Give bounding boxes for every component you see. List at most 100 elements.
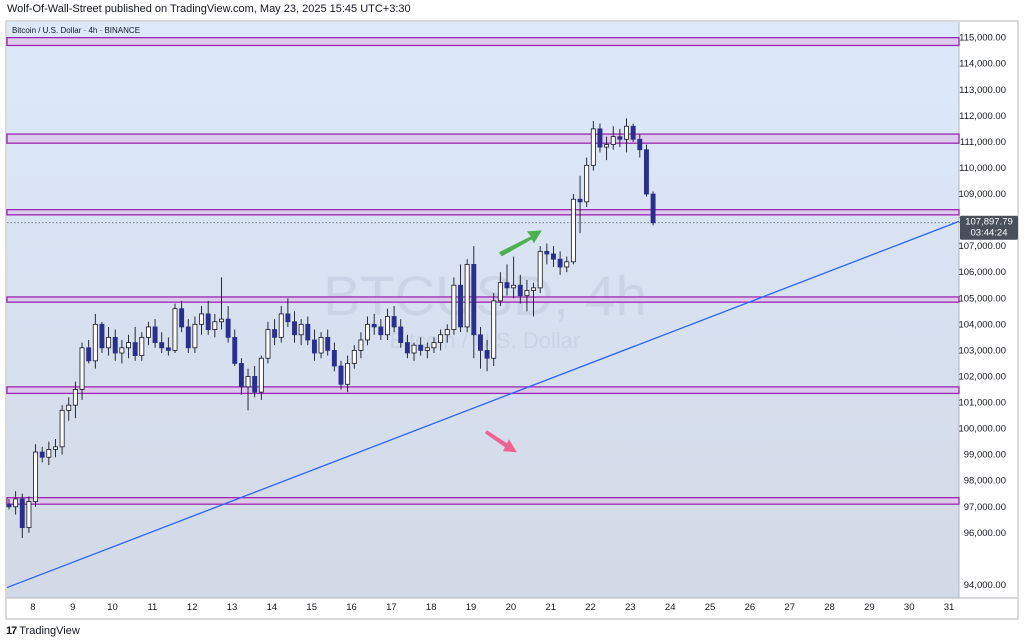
y-tick-label: 98,000.00 (964, 476, 1006, 487)
x-tick-label: 30 (904, 602, 915, 613)
published-header: Wolf-Of-Wall-Street published on Trading… (7, 3, 411, 15)
candle-body (285, 313, 291, 323)
y-tick-label: 114,000.00 (959, 59, 1006, 70)
candle-body (305, 323, 311, 341)
candle-body (72, 389, 78, 406)
candle-body (159, 342, 165, 349)
candle-body (272, 329, 278, 338)
zone-0[interactable] (6, 36, 960, 47)
zone-1[interactable] (6, 133, 960, 144)
candle-body (145, 326, 151, 338)
x-tick-label: 8 (30, 602, 35, 613)
candlestick-chart[interactable]: BTCUSD, 4h Bitcoin / U.S. Dollar Bitcoin… (0, 0, 1024, 620)
candle-body (199, 313, 205, 325)
zone-2[interactable] (6, 209, 960, 216)
candle-body (292, 321, 297, 336)
candle-body (165, 347, 171, 351)
candle-body (511, 284, 517, 289)
symbol-legend[interactable]: Bitcoin / U.S. Dollar · 4h · BINANCE (12, 26, 140, 35)
y-tick-label: 112,000.00 (959, 111, 1006, 122)
candle-body (424, 347, 430, 351)
x-tick-label: 28 (824, 602, 835, 613)
candle-body (152, 326, 158, 343)
candle-body (311, 339, 317, 354)
support-resistance-zones (6, 36, 960, 505)
candle-body (484, 349, 490, 359)
candle-body (604, 144, 610, 148)
candle-body (557, 258, 563, 268)
x-tick-label: 26 (745, 602, 756, 613)
candle-body (451, 284, 457, 330)
annotation-arrows (484, 230, 542, 453)
x-tick-label: 24 (665, 602, 676, 613)
trendline-layer (6, 220, 960, 589)
candle-body (378, 326, 384, 336)
candle-body (338, 365, 344, 385)
candle-body (179, 308, 185, 328)
x-tick-label: 31 (944, 602, 955, 613)
zone-4[interactable] (6, 386, 960, 395)
y-tick-label: 115,000.00 (959, 33, 1006, 44)
x-tick-label: 9 (70, 602, 75, 613)
candle-body (66, 404, 72, 411)
x-tick-label: 16 (346, 602, 357, 613)
candle-body (185, 326, 191, 349)
candle-body (391, 316, 397, 328)
candle-body (497, 282, 503, 302)
candle-body (232, 336, 238, 364)
y-tick-label: 106,000.00 (958, 267, 1006, 278)
candle-body (650, 193, 656, 224)
y-tick-label: 109,000.00 (958, 189, 1006, 200)
y-tick-label: 104,000.00 (958, 319, 1006, 330)
candle-body (99, 323, 105, 349)
candle-body (577, 198, 583, 203)
arrow-down-icon (484, 430, 517, 453)
x-tick-label: 20 (506, 602, 517, 613)
candle-body (418, 344, 424, 351)
candle-body (219, 318, 224, 323)
trendline[interactable] (6, 220, 960, 589)
x-tick-label: 17 (386, 602, 397, 613)
x-tick-label: 21 (545, 602, 556, 613)
x-tick-label: 14 (267, 602, 278, 613)
candle-body (126, 342, 131, 349)
candle-body (351, 349, 357, 364)
candle-body (59, 409, 65, 448)
current-price-value: 107,897.79 (965, 217, 1013, 228)
candle-body (398, 326, 404, 343)
y-tick-label: 110,000.00 (959, 163, 1006, 174)
footer-brand: 17 TradingView (6, 625, 80, 637)
candle-body (119, 347, 125, 354)
y-tick-label: 100,000.00 (958, 424, 1006, 435)
zone-3[interactable] (6, 296, 960, 303)
x-tick-label: 11 (147, 602, 157, 613)
zone-5[interactable] (6, 497, 960, 505)
candle-countdown: 03:44:24 (971, 228, 1008, 239)
price-axis[interactable]: 115,000.00 114,000.00 113,000.00 112,000.00… (958, 33, 1006, 591)
candle-body (318, 336, 324, 354)
candles (6, 118, 656, 539)
candle-body (331, 349, 337, 367)
candle-body (6, 503, 12, 508)
candle-body (26, 501, 32, 529)
candle-body (298, 323, 304, 336)
x-tick-label: 12 (187, 602, 198, 613)
candle-body (504, 282, 510, 289)
y-tick-label: 102,000.00 (958, 371, 1006, 382)
y-tick-label: 96,000.00 (964, 528, 1006, 539)
candle-body (278, 313, 284, 338)
candle-body (624, 125, 629, 140)
arrow-up-icon (498, 230, 542, 257)
candle-body (584, 164, 590, 203)
candle-body (531, 287, 537, 291)
y-tick-label: 105,000.00 (958, 293, 1006, 304)
candle-body (597, 128, 603, 148)
time-axis[interactable]: 8 9 10 11 12 13 14 15 16 17 18 19 20 21 22 23 24 25 26 27 28… (30, 602, 954, 613)
candle-body (551, 253, 556, 260)
footer-brand-text: TradingView (19, 625, 80, 637)
candle-body (491, 300, 497, 359)
candle-body (458, 284, 463, 328)
candle-body (537, 250, 543, 289)
candle-body (139, 336, 145, 357)
x-tick-label: 10 (107, 602, 118, 613)
